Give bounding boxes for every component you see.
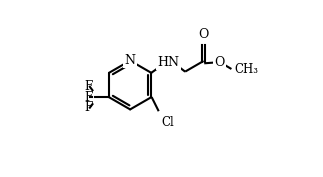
Text: N: N [125, 54, 136, 67]
Text: O: O [198, 28, 209, 41]
Text: HN: HN [158, 56, 180, 69]
Text: F: F [84, 101, 92, 114]
Text: Cl: Cl [162, 116, 174, 129]
Text: F: F [84, 80, 92, 93]
Text: F: F [84, 91, 92, 104]
Text: CH₃: CH₃ [234, 63, 258, 76]
Text: O: O [214, 56, 224, 69]
